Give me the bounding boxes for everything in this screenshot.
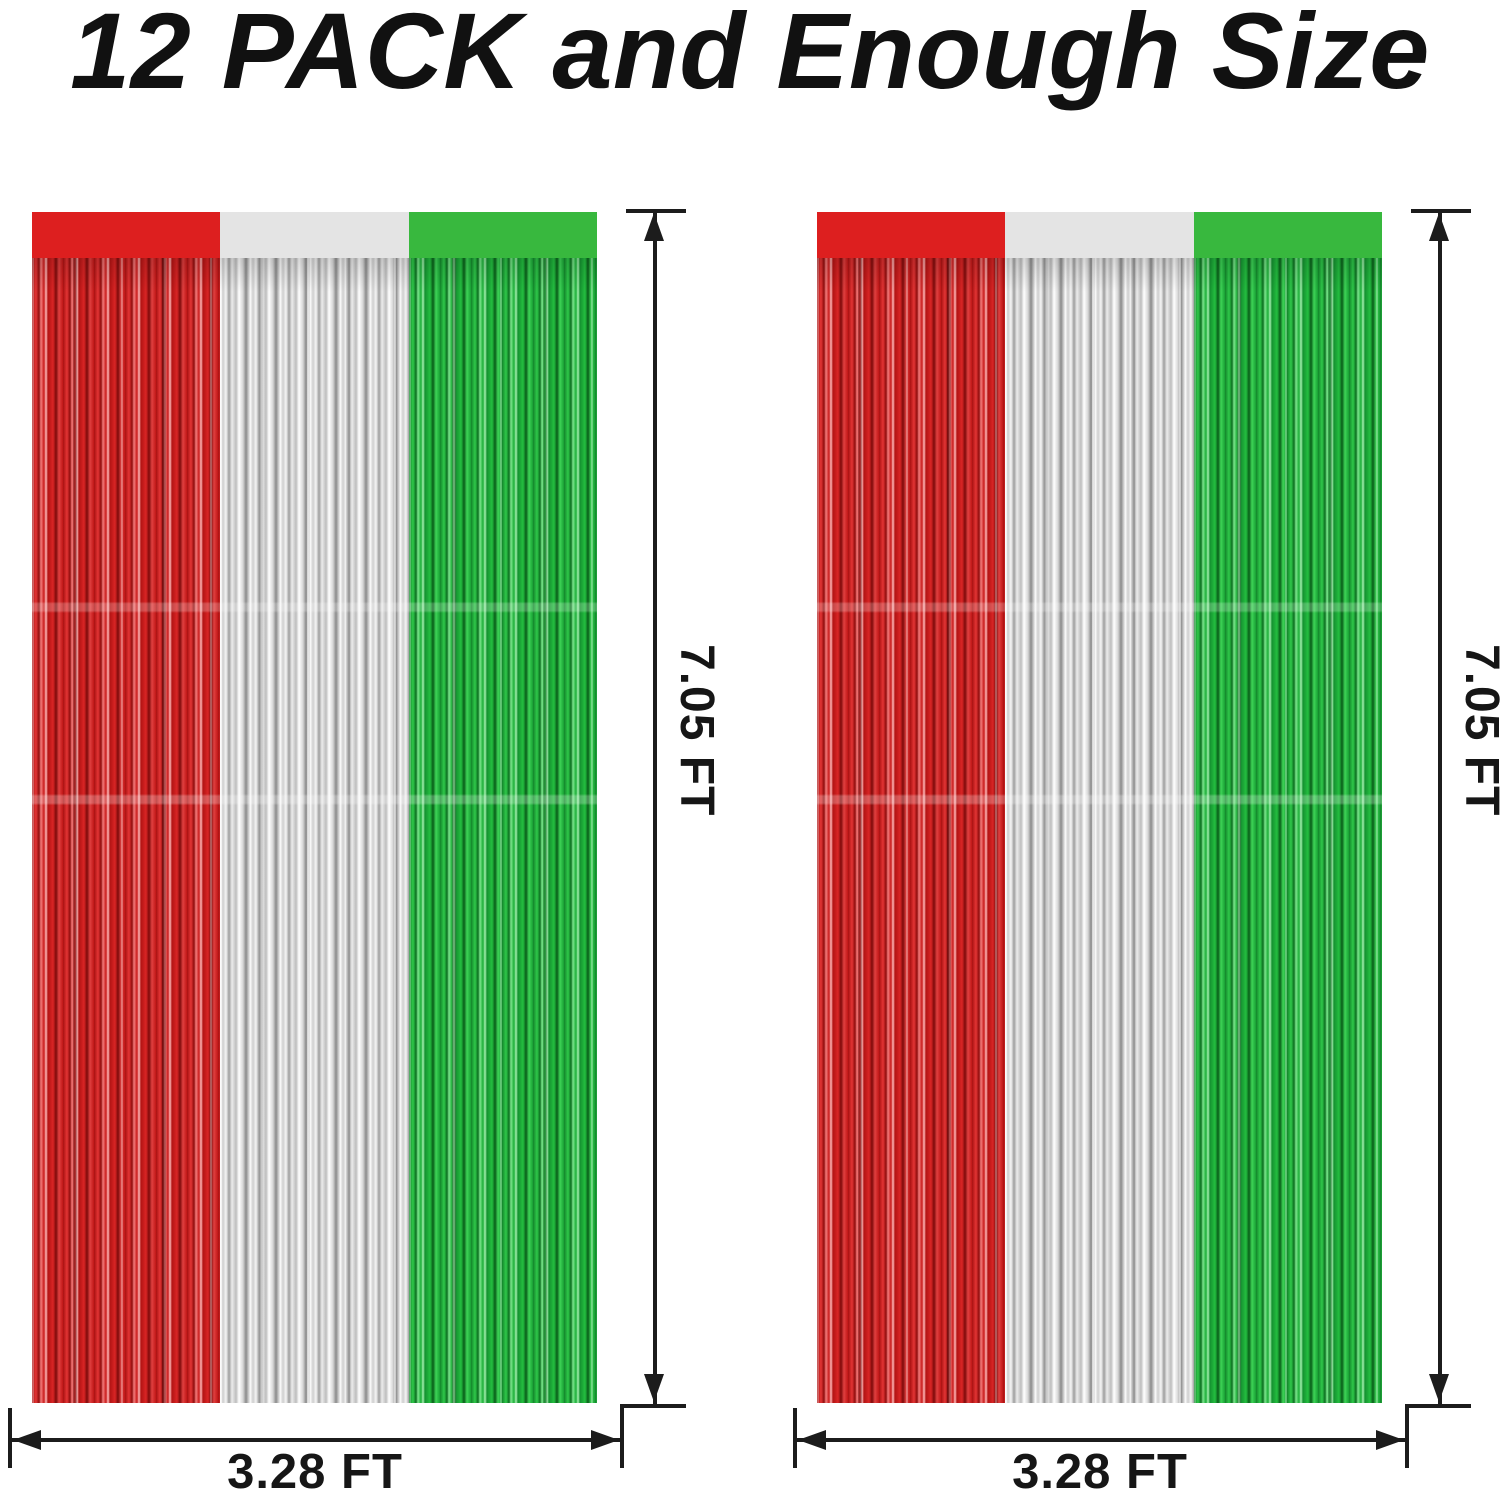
width-label: 3.28 FT: [1012, 1445, 1188, 1493]
right-arrowhead-icon: [591, 1430, 619, 1450]
extension-bracket-vertical: [620, 1404, 624, 1468]
left-arrowhead-icon: [13, 1430, 41, 1450]
height-label: 7.05 FT: [1455, 644, 1500, 817]
band-green-segment: [408, 212, 597, 258]
fringe-red-column: [817, 258, 1006, 1403]
height-dimension-line: [653, 210, 657, 1406]
down-arrowhead-icon: [1429, 1374, 1449, 1402]
height-label: 7.05 FT: [670, 644, 723, 817]
width-left-tick: [793, 1408, 797, 1468]
fringe-red-column: [32, 258, 221, 1403]
down-arrowhead-icon: [644, 1374, 664, 1402]
page-title: 12 PACK and Enough Size: [70, 0, 1430, 111]
foil-curtain: [32, 212, 597, 1403]
up-arrowhead-icon: [1429, 213, 1449, 241]
width-dimension-line: [12, 1438, 622, 1442]
curtain-panel-left: 7.05 FT 3.28 FT: [8, 0, 723, 1493]
width-label: 3.28 FT: [227, 1445, 403, 1493]
band-white-segment: [1005, 212, 1194, 258]
band-green-segment: [1193, 212, 1382, 258]
curtain-fringe: [817, 258, 1382, 1403]
fringe-silver-column: [220, 258, 409, 1403]
curtain-fringe: [32, 258, 597, 1403]
left-arrowhead-icon: [798, 1430, 826, 1450]
width-left-tick: [8, 1408, 12, 1468]
extension-bracket-horizontal: [620, 1404, 686, 1408]
height-top-reference-bar: [626, 209, 686, 213]
extension-bracket-horizontal: [1405, 1404, 1471, 1408]
right-arrowhead-icon: [1376, 1430, 1404, 1450]
width-dimension-line: [797, 1438, 1407, 1442]
fringe-silver-column: [1005, 258, 1194, 1403]
curtain-header-band: [817, 212, 1382, 258]
height-top-reference-bar: [1411, 209, 1471, 213]
height-dimension-line: [1438, 210, 1442, 1406]
band-red-segment: [32, 212, 221, 258]
band-red-segment: [817, 212, 1006, 258]
extension-bracket-vertical: [1405, 1404, 1409, 1468]
band-white-segment: [220, 212, 409, 258]
up-arrowhead-icon: [644, 213, 664, 241]
fringe-green-column: [408, 258, 597, 1403]
curtain-panel-right: 7.05 FT 3.28 FT: [793, 0, 1500, 1493]
curtain-header-band: [32, 212, 597, 258]
fringe-green-column: [1193, 258, 1382, 1403]
foil-curtain: [817, 212, 1382, 1403]
